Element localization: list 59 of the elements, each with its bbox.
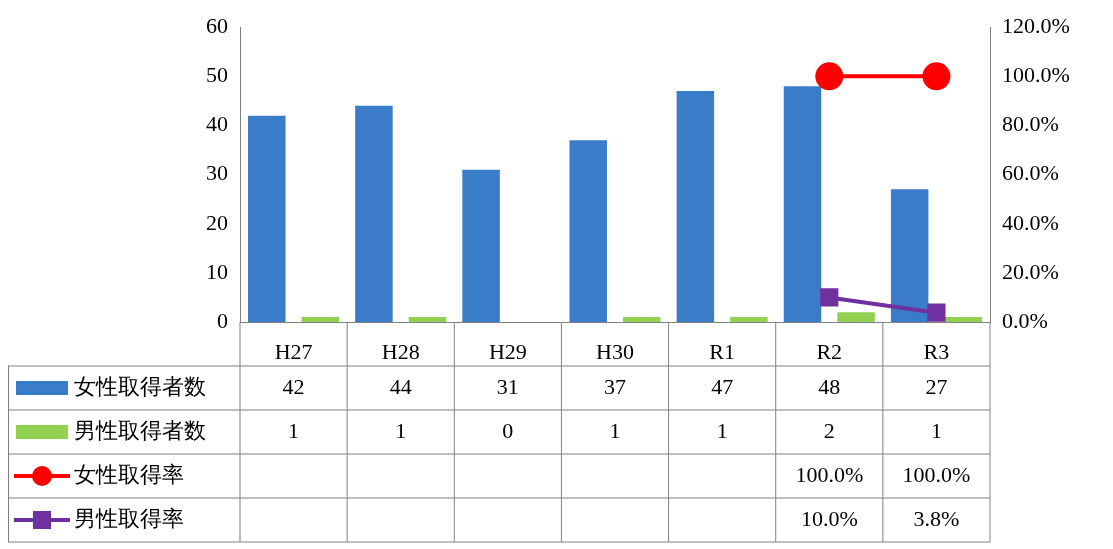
y-tick-label: 60 [206,12,228,38]
legend-label: 女性取得者数 [74,373,206,399]
data-label: 27 [925,373,948,399]
y-tick-label: 20 [206,209,228,235]
data-label: 0 [502,417,514,443]
data-label: 10.0% [800,505,858,531]
data-label: 31 [496,373,519,399]
x-tick-label: H27 [274,338,313,364]
y2-tick-label: 20.0% [1002,258,1059,284]
y-tick-label: 0 [217,307,228,333]
data-label: 47 [711,373,734,399]
x-tick-label: H29 [488,338,527,364]
y-tick-label: 50 [206,62,228,88]
data-label: 2 [823,417,835,443]
data-label: 1 [930,417,942,443]
y-tick-label: 10 [206,258,228,284]
point [927,303,946,322]
bar [676,91,715,322]
y2-tick-label: 60.0% [1002,160,1059,186]
data-label: 1 [395,417,407,443]
point [820,288,839,307]
data-label: 100.0% [902,461,971,487]
point [815,62,844,91]
y-tick-label: 30 [206,160,228,186]
y2-tick-label: 0.0% [1002,307,1048,333]
legend-label: 男性取得率 [74,505,184,531]
y2-tick-label: 100.0% [1002,62,1070,88]
bar [623,317,661,322]
x-tick-label: R1 [709,338,735,364]
y-tick-label: 40 [206,111,228,137]
data-label: 1 [609,417,621,443]
data-label: 3.8% [913,505,960,531]
bar [569,140,607,322]
bar [408,317,447,322]
y2-tick-label: 40.0% [1002,209,1059,235]
x-tick-label: R3 [923,338,950,364]
data-label: 37 [604,373,626,399]
bar [248,115,286,322]
y2-tick-label: 80.0% [1002,111,1059,137]
bar [944,317,982,322]
data-label: 42 [282,373,305,399]
bar [462,169,500,322]
data-label: 1 [288,417,300,443]
legend-label: 男性取得者数 [74,417,206,443]
bar [355,105,393,322]
data-label: 1 [716,417,728,443]
data-label: 48 [818,373,841,399]
legend-label: 女性取得率 [74,461,184,487]
x-tick-label: R2 [816,338,843,364]
point [922,62,951,91]
x-tick-label: H30 [596,338,634,364]
bar [783,86,822,322]
bar [837,312,875,322]
x-tick-label: H28 [381,338,420,364]
y2-tick-label: 120.0% [1002,12,1070,38]
bar [301,317,340,322]
bar [730,317,768,322]
data-label: 100.0% [795,461,864,487]
data-label: 44 [389,373,412,399]
